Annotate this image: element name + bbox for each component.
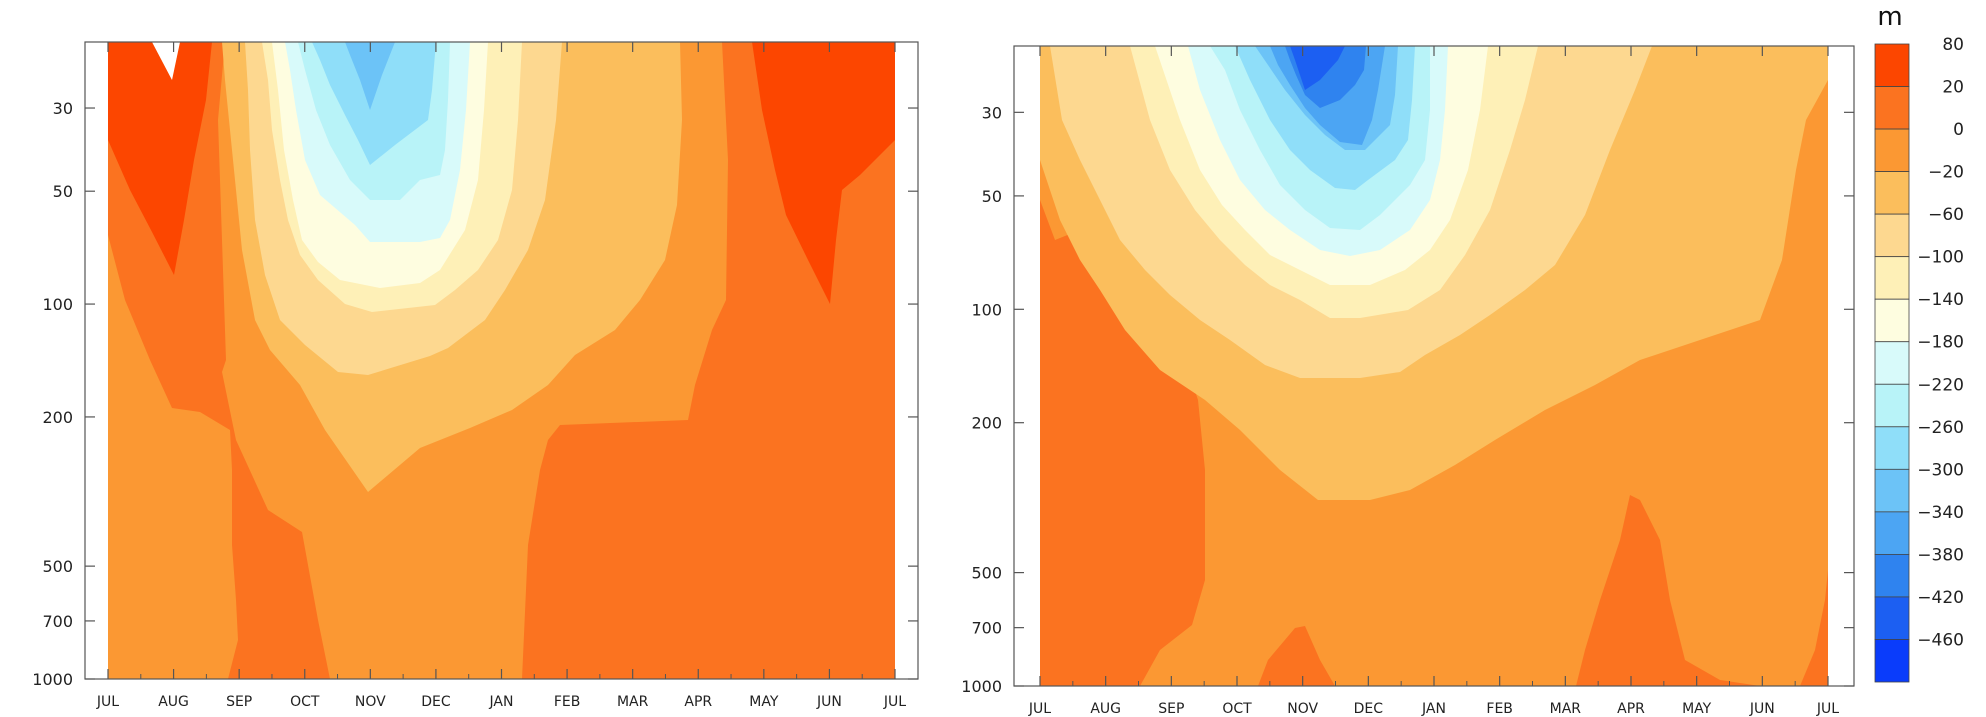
left-contour-field <box>108 42 895 679</box>
left-xtick-label: SEP <box>226 694 252 710</box>
left-y-axis: 30 50 100 200 500 700 1000 <box>32 99 918 689</box>
right-xtick-label: SEP <box>1158 701 1184 717</box>
colorbar-label: −460 <box>1917 630 1964 650</box>
right-xtick-label: JAN <box>1421 701 1446 717</box>
colorbar-swatch <box>1874 86 1910 130</box>
left-xtick-label: JAN <box>489 694 514 710</box>
colorbar: m 80 20 0 −20 −60 −100 −140 −180 −220 −260 −300 −34… <box>1874 2 1964 683</box>
left-xtick-label: MAY <box>749 694 779 710</box>
right-xtick-label: MAY <box>1682 701 1712 717</box>
right-fill-0-nov <box>1258 626 1335 686</box>
colorbar-swatch <box>1874 298 1910 343</box>
left-xtick-label: FEB <box>554 694 581 710</box>
colorbar-label: −100 <box>1917 248 1964 268</box>
right-xtick-label: APR <box>1617 701 1645 717</box>
colorbar-label: −60 <box>1928 205 1964 225</box>
colorbar-swatch <box>1874 341 1910 385</box>
colorbar-label: −420 <box>1917 588 1964 608</box>
right-xtick-label: NOV <box>1287 701 1318 717</box>
left-xtick-label: MAR <box>617 694 649 710</box>
left-ytick-label: 100 <box>42 295 73 314</box>
right-xtick-label: FEB <box>1486 701 1513 717</box>
left-ytick-label: 500 <box>42 557 73 576</box>
right-xtick-label: DEC <box>1354 701 1384 717</box>
right-xtick-label: OCT <box>1222 701 1252 717</box>
colorbar-swatch <box>1874 554 1910 598</box>
left-fill-minus300 <box>312 42 436 165</box>
colorbar-swatch <box>1874 383 1910 428</box>
colorbar-unit: m <box>1877 2 1902 32</box>
colorbar-swatch <box>1874 426 1910 470</box>
left-fill-minus340 <box>345 42 395 110</box>
left-margin-west <box>86 43 107 678</box>
left-ytick-label: 30 <box>53 99 73 118</box>
right-ytick-label: 50 <box>982 187 1002 206</box>
colorbar-label: −340 <box>1917 503 1964 523</box>
left-xtick-label: AUG <box>158 694 189 710</box>
left-fill-20-east <box>752 42 895 304</box>
left-ytick-label: 50 <box>53 182 73 201</box>
colorbar-swatch <box>1874 511 1910 555</box>
right-ytick-label: 500 <box>971 564 1002 583</box>
colorbar-swatch <box>1874 128 1910 172</box>
left-ytick-label: 200 <box>42 408 73 427</box>
colorbar-swatch <box>1874 468 1910 513</box>
colorbar-swatch <box>1874 43 1910 87</box>
colorbar-swatch <box>1874 639 1910 683</box>
right-margin-east <box>1829 47 1853 685</box>
left-xtick-label: JUL <box>96 694 119 710</box>
colorbar-label: 0 <box>1953 120 1964 140</box>
right-ytick-label: 1000 <box>961 677 1002 696</box>
left-ytick-label: 700 <box>42 612 73 631</box>
colorbar-label: −260 <box>1917 418 1964 438</box>
right-fill-0-jul <box>1800 570 1828 686</box>
left-x-axis: JUL AUG SEP OCT NOV DEC JAN FEB MAR APR MAY JUN JUL <box>96 42 906 710</box>
right-x-axis: JUL AUG SEP OCT NOV DEC JAN FEB MAR APR MAY JUN JUL <box>1028 46 1839 717</box>
right-xtick-label: AUG <box>1090 701 1121 717</box>
colorbar-swatch <box>1874 171 1910 215</box>
colorbar-swatch <box>1874 213 1910 258</box>
colorbar-label: −300 <box>1917 460 1964 480</box>
right-ytick-label: 100 <box>971 300 1002 319</box>
colorbar-label: −220 <box>1917 375 1964 395</box>
left-margin-east <box>896 43 917 678</box>
left-xtick-label: JUN <box>816 694 842 710</box>
right-y-axis: 30 50 100 200 500 700 1000 <box>961 103 1854 696</box>
colorbar-swatch <box>1874 596 1910 640</box>
colorbar-label: −20 <box>1928 163 1964 183</box>
colorbar-label: −140 <box>1917 290 1964 310</box>
colorbar-label: −180 <box>1917 333 1964 353</box>
left-xtick-label: NOV <box>355 694 386 710</box>
right-margin-west <box>1015 47 1039 685</box>
right-xtick-label: MAR <box>1550 701 1582 717</box>
right-ytick-label: 700 <box>971 619 1002 638</box>
colorbar-label: −380 <box>1917 545 1964 565</box>
right-fill-0-apr <box>1576 495 1760 686</box>
colorbar-label: 80 <box>1942 35 1964 55</box>
right-ytick-label: 200 <box>971 414 1002 433</box>
right-ytick-label: 30 <box>982 103 1002 122</box>
left-fill-20-west <box>108 42 212 275</box>
colorbar-label: 20 <box>1942 78 1964 98</box>
left-xtick-label: DEC <box>421 694 451 710</box>
right-contour-field <box>1040 46 1828 686</box>
left-xtick-label: JUL <box>883 694 906 710</box>
right-xtick-label: JUN <box>1749 701 1775 717</box>
left-xtick-label: APR <box>684 694 712 710</box>
right-xtick-label: JUL <box>1816 701 1839 717</box>
left-xtick-label: OCT <box>290 694 320 710</box>
right-fill-minus460 <box>1290 46 1345 90</box>
left-ytick-label: 1000 <box>32 670 73 689</box>
right-xtick-label: JUL <box>1028 701 1051 717</box>
colorbar-swatch <box>1874 256 1910 300</box>
